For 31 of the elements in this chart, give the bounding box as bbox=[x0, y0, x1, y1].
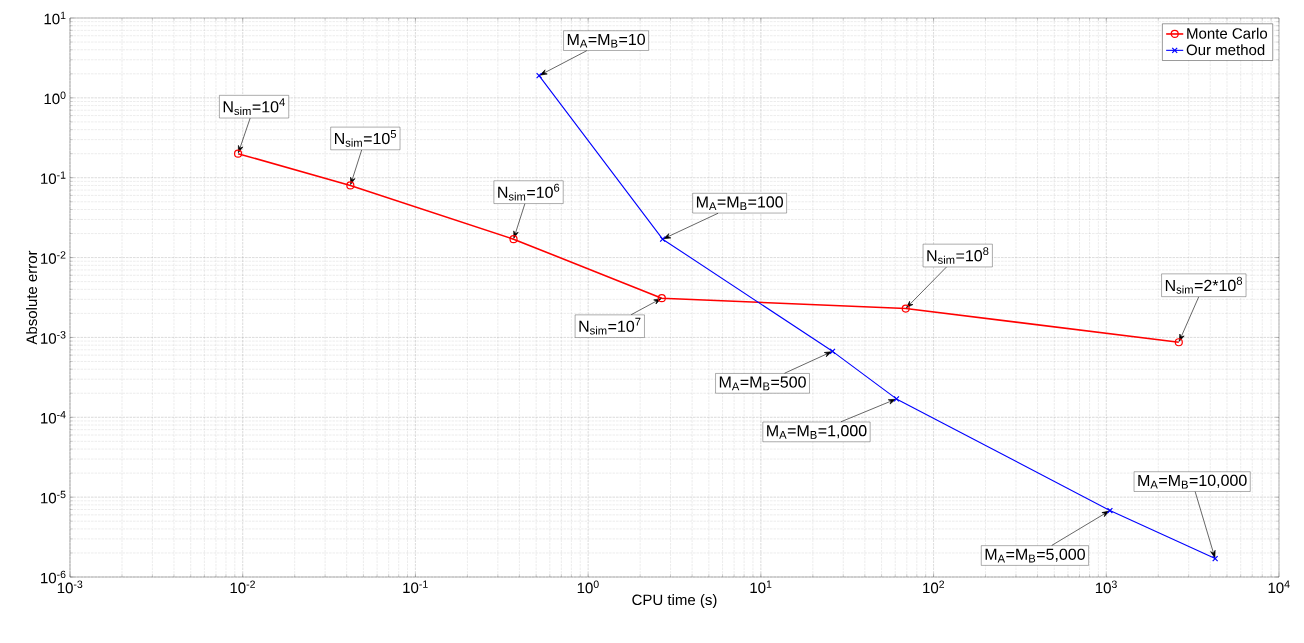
y-tick-label: 10$^{1}$ bbox=[44, 11, 66, 25]
annotation: M$_{A}$=M$_{B}$=5,000 bbox=[985, 548, 1085, 563]
annotation: N$_{sim}$=10$^{4}$ bbox=[223, 98, 285, 116]
y-tick-label: 10$^{0}$ bbox=[44, 91, 66, 105]
annotation: M$_{A}$=M$_{B}$=10,000 bbox=[1138, 474, 1247, 489]
annotation: M$_{A}$=M$_{B}$=100 bbox=[696, 196, 783, 211]
annotation: N$_{sim}$=10$^{6}$ bbox=[498, 183, 560, 201]
legend-label: Our method bbox=[1186, 44, 1265, 56]
x-tick-label: 10$^{2}$ bbox=[923, 580, 945, 594]
annotation: N$_{sim}$=10$^{7}$ bbox=[579, 317, 641, 335]
annotation: M$_{A}$=M$_{B}$=10 bbox=[567, 33, 645, 48]
y-axis-title: Absolute error bbox=[26, 250, 38, 345]
y-tick-label: 10$^{-5}$ bbox=[41, 490, 66, 504]
y-tick-label: 10$^{-2}$ bbox=[41, 251, 66, 264]
x-tick-label: 10$^{-2}$ bbox=[230, 580, 255, 594]
y-tick-label: 10$^{-3}$ bbox=[41, 331, 66, 344]
annotation: N$_{sim}$=10$^{8}$ bbox=[927, 247, 989, 264]
annotation: N$_{sim}$=10$^{5}$ bbox=[334, 130, 397, 147]
x-tick-label: 10$^{-1}$ bbox=[403, 580, 428, 594]
x-axis-title: CPU time (s) bbox=[632, 594, 717, 609]
y-tick-label: 10$^{-1}$ bbox=[41, 171, 66, 185]
x-tick-label: 10$^{3}$ bbox=[1095, 580, 1117, 594]
y-tick-label: 10$^{-4}$ bbox=[41, 411, 66, 424]
x-tick-label: 10$^{0}$ bbox=[577, 580, 599, 594]
annotation: N$_{sim}$=2*10$^{8}$ bbox=[1165, 276, 1243, 294]
legend-label: Monte Carlo bbox=[1187, 27, 1268, 39]
x-tick-label: 10$^{4}$ bbox=[1268, 580, 1290, 594]
x-tick-label: 10$^{1}$ bbox=[750, 580, 772, 594]
x-tick-label: 10$^{-3}$ bbox=[57, 580, 83, 594]
annotation: M$_{A}$=M$_{B}$=1,000 bbox=[767, 425, 867, 439]
annotation: M$_{A}$=M$_{B}$=500 bbox=[719, 376, 806, 391]
